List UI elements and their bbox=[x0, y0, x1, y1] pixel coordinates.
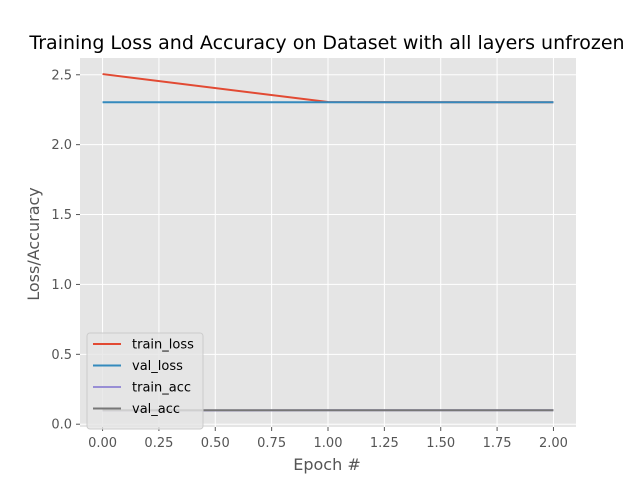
x-axis-label: Epoch # bbox=[293, 455, 360, 474]
y-axis-ticks: 0.0 0.5 1.0 1.5 2.0 2.5 bbox=[51, 68, 80, 433]
x-tick-label: 1.75 bbox=[483, 436, 512, 451]
y-tick-label: 0.0 bbox=[51, 418, 72, 433]
y-tick-label: 1.5 bbox=[51, 208, 72, 223]
y-tick-label: 0.5 bbox=[51, 348, 72, 363]
legend-label: train_loss bbox=[132, 338, 194, 353]
grid bbox=[80, 58, 576, 427]
x-tick-label: 0.75 bbox=[257, 436, 286, 451]
x-tick-label: 0.50 bbox=[201, 436, 230, 451]
y-tick-label: 2.5 bbox=[51, 68, 72, 83]
x-tick-label: 0.00 bbox=[88, 436, 117, 451]
x-tick-label: 2.00 bbox=[539, 436, 568, 451]
legend-label: val_loss bbox=[132, 359, 183, 374]
legend: train_loss val_loss train_acc val_acc bbox=[86, 332, 204, 430]
legend-label: val_acc bbox=[132, 402, 180, 417]
y-axis-label: Loss/Accuracy bbox=[24, 187, 43, 301]
y-tick-label: 1.0 bbox=[51, 278, 72, 293]
x-tick-label: 1.25 bbox=[370, 436, 399, 451]
legend-label: train_acc bbox=[132, 381, 191, 396]
x-tick-label: 0.25 bbox=[144, 436, 173, 451]
chart-title: Training Loss and Accuracy on Dataset wi… bbox=[28, 32, 624, 54]
y-tick-label: 2.0 bbox=[51, 138, 72, 153]
x-tick-label: 1.00 bbox=[314, 436, 343, 451]
legend-box bbox=[86, 332, 204, 430]
x-tick-label: 1.50 bbox=[426, 436, 455, 451]
x-axis-ticks: 0.00 0.25 0.50 0.75 1.00 1.25 1.50 1.75 2.00 bbox=[88, 427, 568, 451]
